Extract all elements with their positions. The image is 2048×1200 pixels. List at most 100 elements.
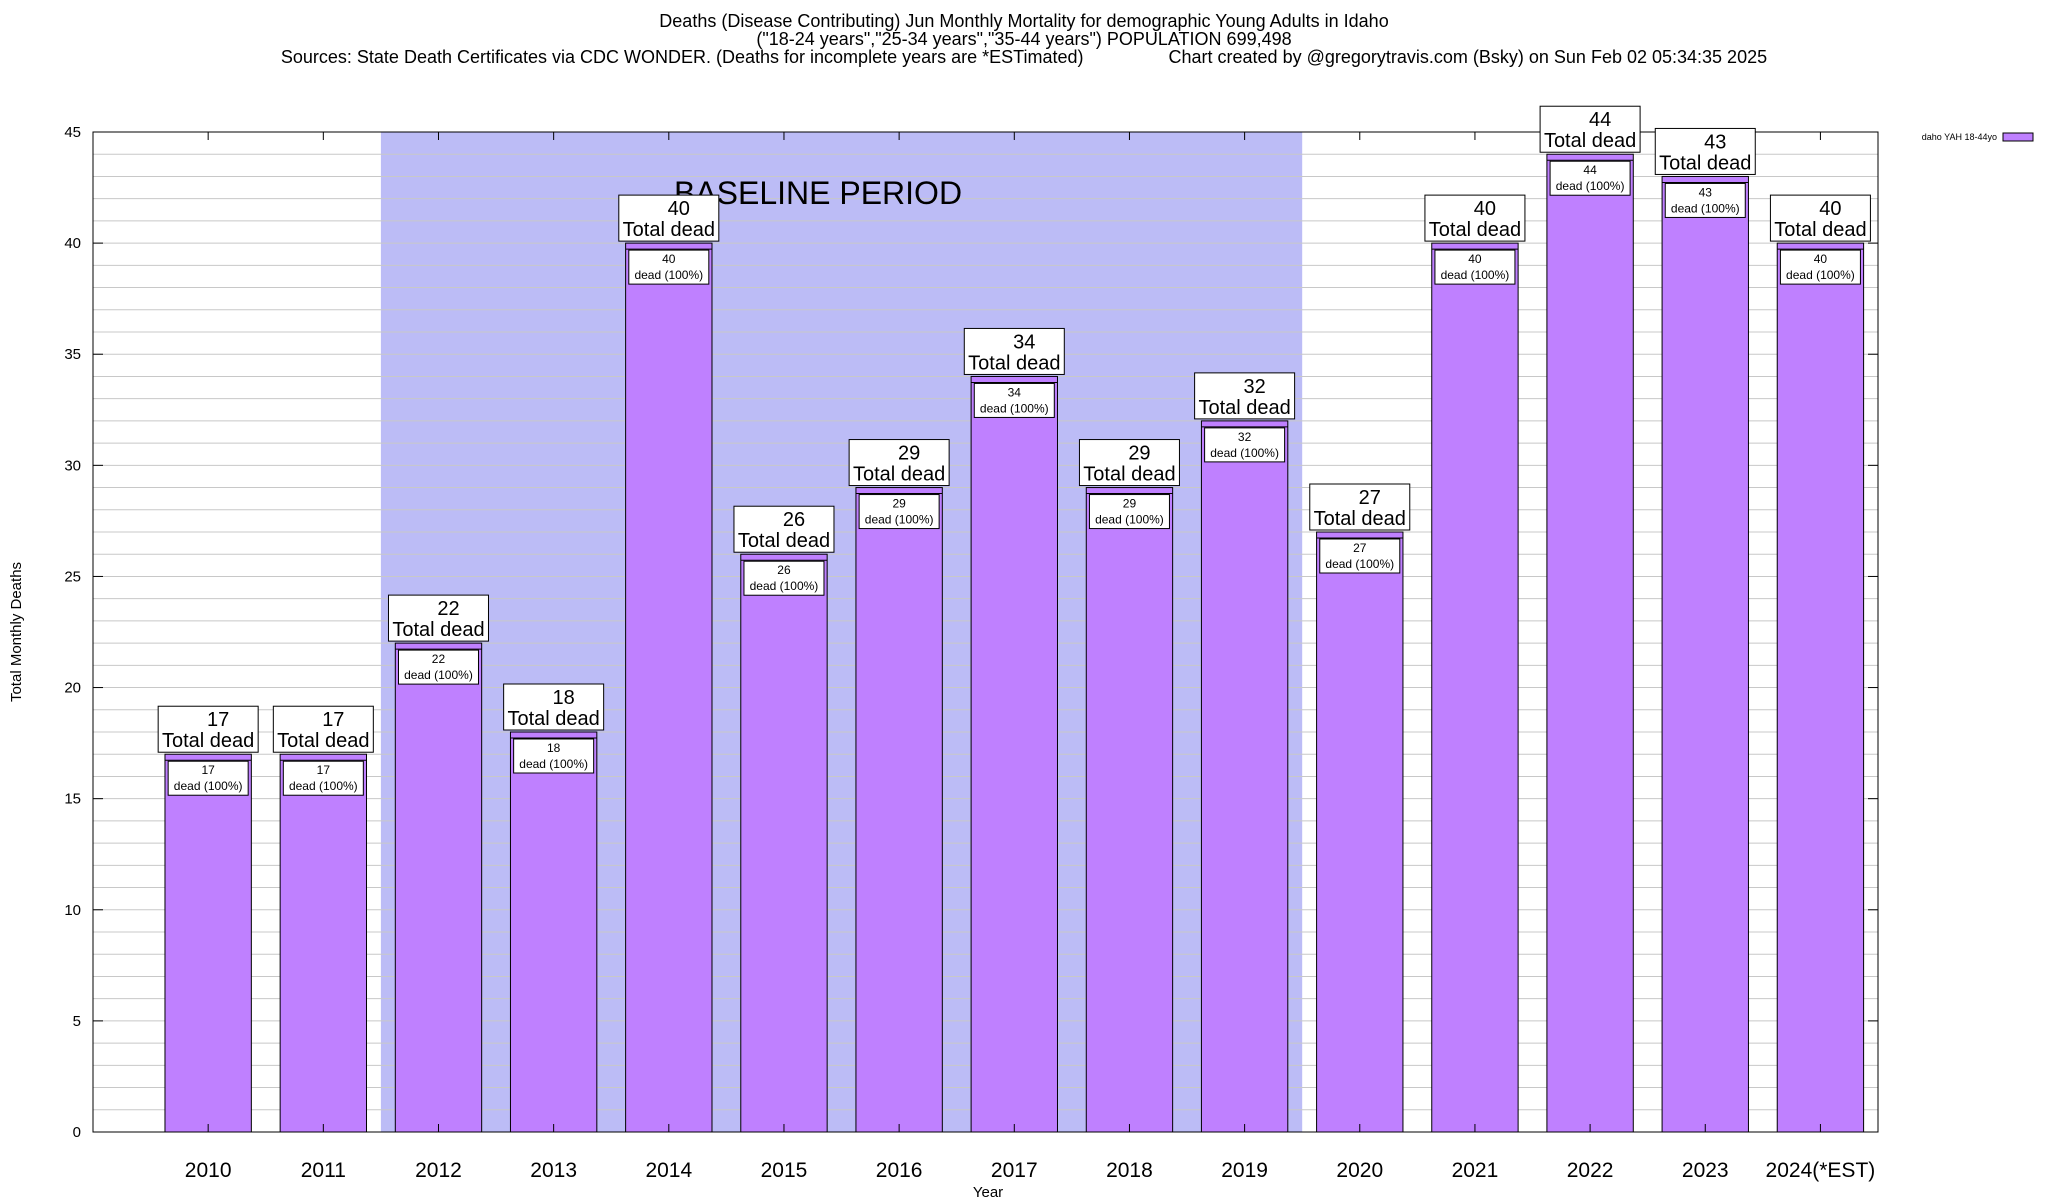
inner-label-value: 18	[547, 741, 561, 755]
inner-label-value: 40	[1814, 252, 1828, 266]
total-label-box	[618, 194, 720, 242]
inner-label-text: dead (100%)	[1786, 268, 1855, 282]
y-tick-label: 35	[64, 346, 81, 363]
inner-label-value: 29	[1123, 497, 1137, 511]
inner-label-box	[1088, 494, 1170, 530]
x-tick-label: 2019	[1221, 1159, 1268, 1182]
total-label-text: Total dead	[1314, 508, 1406, 530]
inner-label-value: 17	[317, 763, 331, 777]
chart-header: Deaths (Disease Contributing) Jun Monthl…	[0, 12, 2048, 66]
chart-source-credit: Sources: State Death Certificates via CD…	[0, 48, 2048, 66]
legend: daho YAH 18-44yo	[1922, 132, 2034, 142]
y-tick-label: 0	[73, 1124, 81, 1141]
inner-label-box	[973, 382, 1055, 418]
x-tick-label: 2016	[876, 1159, 923, 1182]
inner-label-text: dead (100%)	[1671, 201, 1740, 215]
total-label-value: 40	[1474, 198, 1496, 220]
bar-2010	[164, 753, 252, 1133]
total-label-value: 43	[1704, 131, 1726, 153]
total-label-text: Total dead	[392, 619, 484, 641]
inner-label-box	[1319, 538, 1401, 574]
bar-2022	[1546, 153, 1634, 1133]
inner-label-box	[397, 649, 479, 685]
y-axis-title: Total Monthly Deaths	[8, 562, 25, 702]
x-tick-label: 2017	[991, 1159, 1038, 1182]
y-axis: 0 5 10 15 20 25 30 35 40 45	[64, 124, 1878, 1141]
total-label-box	[1078, 439, 1180, 487]
x-tick-label: 2022	[1567, 1159, 1614, 1182]
x-tick-label: 2010	[185, 1159, 232, 1182]
bar-2011	[279, 753, 368, 1133]
total-label-value: 22	[437, 598, 459, 620]
total-label-box	[157, 705, 259, 753]
y-tick-label: 40	[64, 235, 81, 252]
total-label-text: Total dead	[162, 730, 254, 752]
chart-subtitle: ("18-24 years","25-34 years","35-44 year…	[756, 29, 1292, 49]
inner-label-value: 26	[777, 563, 791, 577]
inner-label-text: dead (100%)	[980, 401, 1049, 415]
x-tick-label: 2015	[761, 1159, 808, 1182]
bar-2021	[1431, 242, 1519, 1133]
total-label-box	[503, 683, 605, 731]
total-label-value: 17	[207, 709, 229, 731]
total-label-box	[387, 594, 489, 642]
bar-2014	[625, 242, 713, 1133]
x-axis: 2010 2011 2012 2013 2014 2015 2016 2017 2018 2019…	[185, 132, 1875, 1182]
inner-label-value: 32	[1238, 430, 1252, 444]
y-tick-label: 25	[64, 568, 81, 585]
total-label-text: Total dead	[968, 352, 1060, 374]
y-tick-label: 5	[73, 1013, 81, 1030]
total-label-text: Total dead	[1774, 219, 1866, 241]
total-label-box	[272, 705, 374, 753]
total-label-text: Total dead	[1544, 130, 1636, 152]
total-label-value: 40	[1819, 198, 1841, 220]
inner-label-value: 40	[662, 252, 676, 266]
total-label-box	[1194, 372, 1296, 420]
x-tick-label: 2014	[645, 1159, 692, 1182]
total-label-value: 27	[1359, 487, 1381, 509]
total-label-text: Total dead	[623, 219, 715, 241]
total-label-value: 18	[553, 687, 575, 709]
inner-label-value: 27	[1353, 541, 1367, 555]
inner-label-box	[743, 560, 825, 596]
x-tick-label: 2011	[301, 1159, 346, 1182]
inner-label-value: 44	[1583, 163, 1597, 177]
chart-title: Deaths (Disease Contributing) Jun Monthl…	[659, 11, 1389, 31]
chart-credit: Chart created by @gregorytravis.com (Bsk…	[1168, 47, 1768, 67]
inner-label-text: dead (100%)	[1441, 268, 1510, 282]
x-axis-title: Year	[973, 1184, 1003, 1200]
inner-label-2013: 18 dead (100%)	[513, 738, 595, 774]
y-tick-label: 15	[64, 791, 81, 808]
inner-label-2020: 27 dead (100%)	[1319, 538, 1401, 574]
inner-label-2018: 29 dead (100%)	[1088, 494, 1170, 530]
inner-label-box	[282, 760, 364, 796]
y-tick-label: 45	[64, 124, 81, 141]
legend-label: daho YAH 18-44yo	[1922, 132, 1997, 142]
total-label-box	[1309, 483, 1411, 531]
bar-2017	[970, 375, 1058, 1133]
inner-label-text: dead (100%)	[404, 668, 473, 682]
total-label-text: Total dead	[1083, 464, 1175, 486]
total-label-text: Total dead	[277, 730, 369, 752]
x-tick-label: 2023	[1682, 1159, 1729, 1182]
inner-label-text: dead (100%)	[750, 579, 819, 593]
inner-label-2022: 44 dead (100%)	[1549, 160, 1631, 196]
total-label-text: Total dead	[853, 464, 945, 486]
y-tick-label: 10	[64, 902, 81, 919]
legend-swatch	[2002, 132, 2034, 142]
inner-label-2015: 26 dead (100%)	[743, 560, 825, 596]
inner-label-text: dead (100%)	[634, 268, 703, 282]
total-label-value: 29	[1128, 443, 1150, 465]
inner-label-value: 17	[201, 763, 215, 777]
total-label-box	[1769, 194, 1871, 242]
inner-label-text: dead (100%)	[289, 779, 358, 793]
inner-label-value: 40	[1468, 252, 1482, 266]
